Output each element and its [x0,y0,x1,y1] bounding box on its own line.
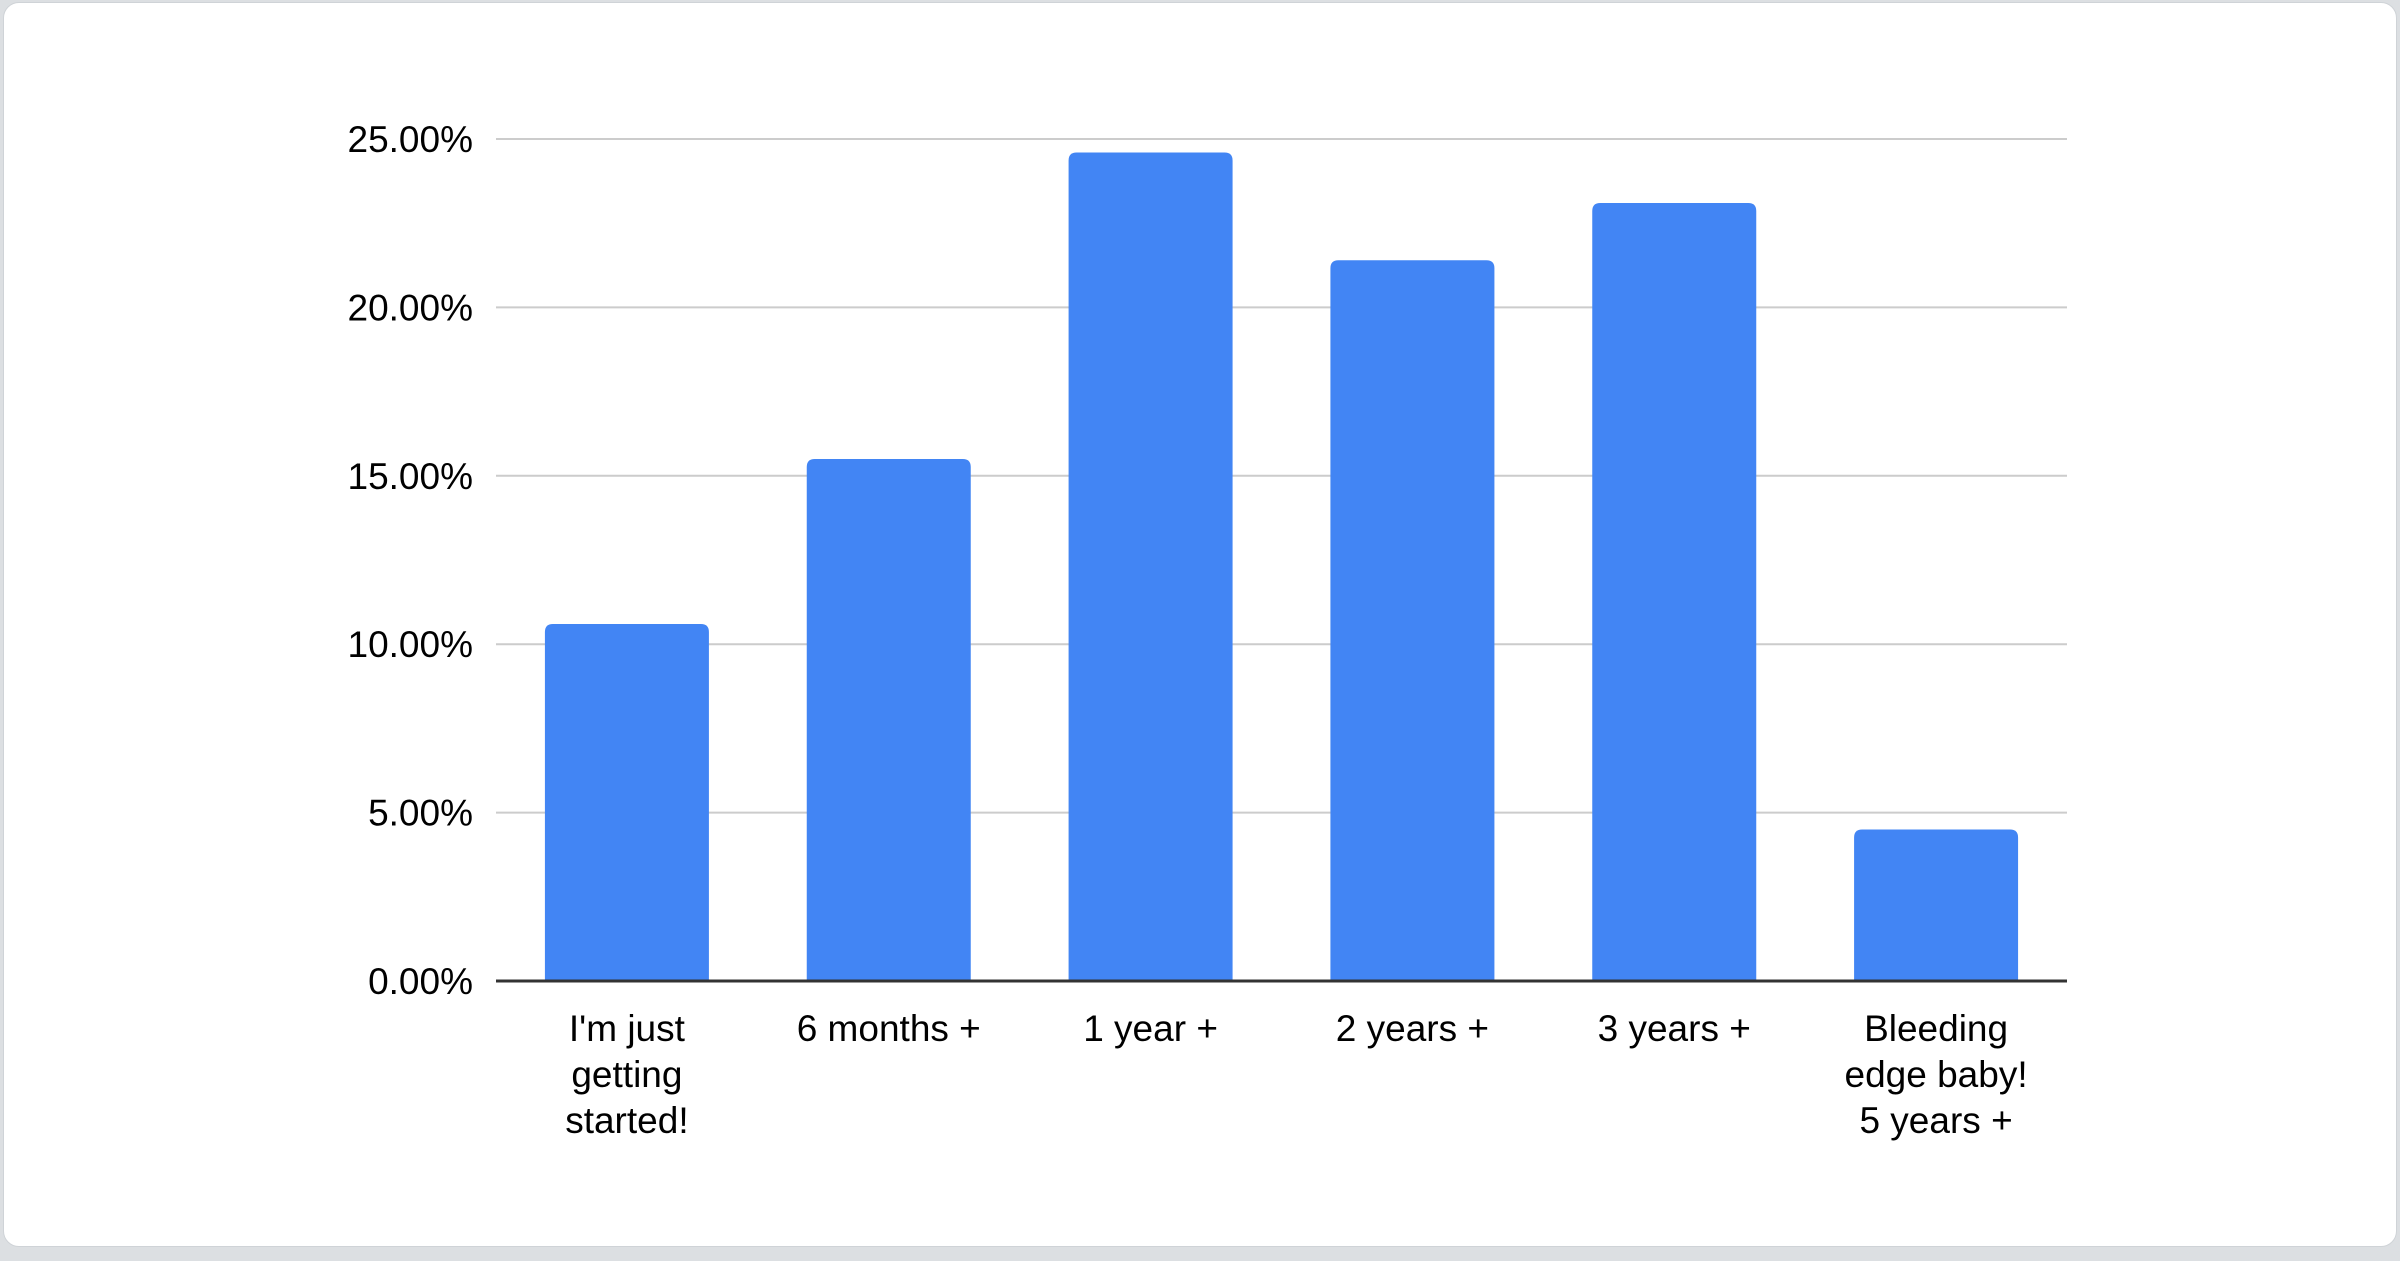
y-tick-label: 20.00% [348,287,474,328]
x-axis-label-line: 6 months + [797,1008,981,1049]
bar[interactable] [806,458,971,982]
y-tick-label: 10.00% [348,624,474,665]
y-tick-label: 15.00% [348,456,474,497]
y-tick-label: 25.00% [348,119,474,160]
x-axis-label-line: 3 years + [1598,1008,1751,1049]
bar[interactable] [1330,260,1495,981]
bar[interactable] [544,623,709,981]
bar[interactable] [1068,152,1233,982]
bar[interactable] [1854,829,2019,981]
y-tick-label: 0.00% [368,961,473,1002]
x-axis-label-line: 5 years + [1859,1100,2012,1141]
x-axis-label-line: started! [565,1100,688,1141]
x-axis-label-line: edge baby! [1845,1054,2028,1095]
x-axis-label-line: I'm just [569,1008,686,1049]
x-axis-label-line: getting [571,1054,682,1095]
x-axis-label-line: Bleeding [1864,1008,2008,1049]
bar[interactable] [1592,202,1757,981]
x-axis-label-line: 2 years + [1336,1008,1489,1049]
y-tick-label: 5.00% [368,793,473,834]
x-axis-label-line: 1 year + [1083,1008,1218,1049]
